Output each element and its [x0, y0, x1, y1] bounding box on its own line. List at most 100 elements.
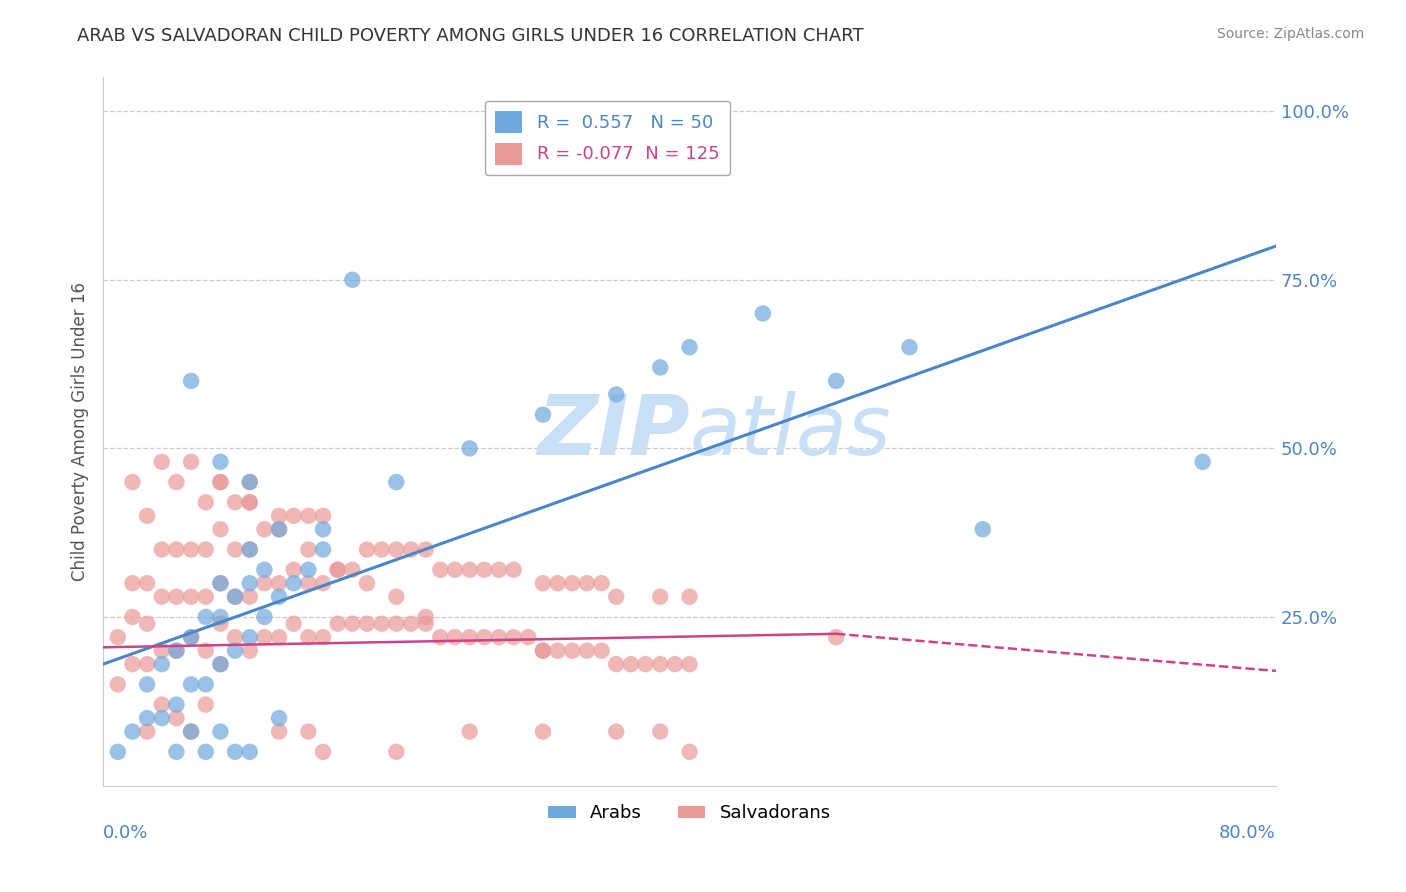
Point — [267, 590, 290, 604]
Point — [136, 657, 159, 672]
Point — [224, 542, 246, 557]
Point — [253, 522, 276, 536]
Point — [575, 643, 598, 657]
Point — [224, 495, 246, 509]
Point — [415, 616, 437, 631]
Point — [385, 542, 408, 557]
Text: 0.0%: 0.0% — [103, 824, 149, 842]
Point — [194, 643, 217, 657]
Point — [531, 724, 554, 739]
Point — [165, 711, 187, 725]
Point — [1191, 455, 1213, 469]
Point — [678, 657, 700, 672]
Point — [107, 677, 129, 691]
Legend: Arabs, Salvadorans: Arabs, Salvadorans — [541, 797, 838, 830]
Point — [239, 630, 262, 644]
Point — [415, 610, 437, 624]
Point — [385, 745, 408, 759]
Point — [165, 643, 187, 657]
Point — [531, 408, 554, 422]
Point — [136, 677, 159, 691]
Point — [180, 724, 202, 739]
Point — [283, 576, 305, 591]
Point — [502, 630, 524, 644]
Point — [297, 508, 319, 523]
Point — [136, 508, 159, 523]
Y-axis label: Child Poverty Among Girls Under 16: Child Poverty Among Girls Under 16 — [72, 282, 89, 581]
Point — [239, 475, 262, 489]
Point — [297, 542, 319, 557]
Text: atlas: atlas — [689, 391, 891, 472]
Point — [239, 745, 262, 759]
Point — [605, 724, 627, 739]
Point — [488, 630, 510, 644]
Point — [591, 576, 613, 591]
Point — [224, 643, 246, 657]
Point — [356, 616, 378, 631]
Point — [267, 630, 290, 644]
Text: ZIP: ZIP — [537, 391, 689, 472]
Point — [136, 724, 159, 739]
Point — [605, 657, 627, 672]
Point — [326, 563, 349, 577]
Point — [180, 630, 202, 644]
Point — [488, 563, 510, 577]
Point — [209, 475, 232, 489]
Point — [283, 563, 305, 577]
Point — [136, 576, 159, 591]
Point — [194, 590, 217, 604]
Point — [180, 677, 202, 691]
Point — [458, 724, 481, 739]
Point — [342, 616, 364, 631]
Point — [650, 590, 672, 604]
Point — [678, 745, 700, 759]
Point — [825, 374, 848, 388]
Point — [121, 657, 143, 672]
Point — [239, 590, 262, 604]
Point — [502, 563, 524, 577]
Point — [547, 643, 569, 657]
Point — [165, 542, 187, 557]
Point — [194, 542, 217, 557]
Point — [356, 542, 378, 557]
Point — [150, 711, 173, 725]
Point — [342, 563, 364, 577]
Point — [150, 643, 173, 657]
Point — [267, 522, 290, 536]
Point — [209, 657, 232, 672]
Point — [283, 616, 305, 631]
Point — [678, 590, 700, 604]
Point — [253, 630, 276, 644]
Point — [209, 522, 232, 536]
Point — [326, 616, 349, 631]
Point — [297, 724, 319, 739]
Point — [239, 475, 262, 489]
Point — [136, 616, 159, 631]
Point — [517, 630, 540, 644]
Point — [209, 576, 232, 591]
Point — [591, 643, 613, 657]
Point — [209, 610, 232, 624]
Point — [458, 563, 481, 577]
Point — [253, 576, 276, 591]
Point — [531, 643, 554, 657]
Point — [209, 616, 232, 631]
Point — [267, 508, 290, 523]
Point — [385, 616, 408, 631]
Point — [267, 724, 290, 739]
Point — [194, 745, 217, 759]
Point — [972, 522, 994, 536]
Point — [385, 590, 408, 604]
Point — [312, 508, 335, 523]
Point — [458, 442, 481, 456]
Point — [415, 542, 437, 557]
Point — [312, 522, 335, 536]
Point — [620, 657, 643, 672]
Point — [194, 698, 217, 712]
Point — [267, 522, 290, 536]
Point — [267, 576, 290, 591]
Point — [531, 576, 554, 591]
Point — [180, 724, 202, 739]
Point — [239, 576, 262, 591]
Point — [297, 576, 319, 591]
